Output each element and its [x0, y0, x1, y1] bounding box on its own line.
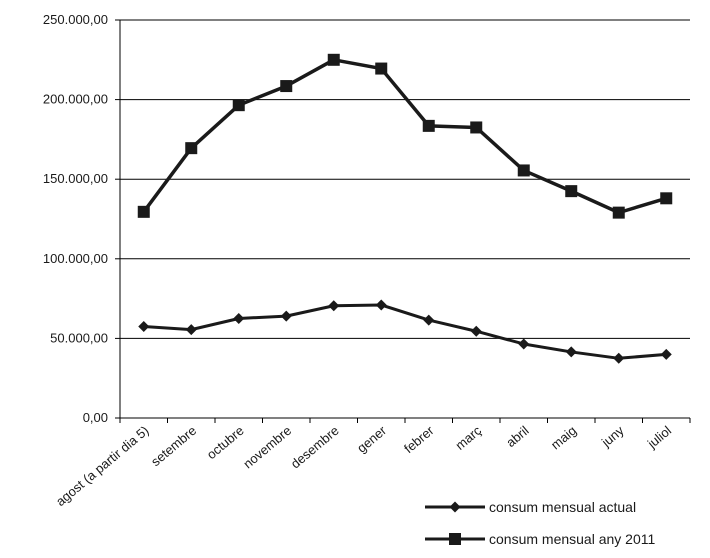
square-marker — [449, 533, 461, 545]
x-tick-label: gener — [354, 422, 390, 455]
y-axis-tick-labels: 0,00 50.000,00 100.000,00 150.000,00 200.000… — [43, 12, 108, 425]
diamond-marker — [280, 310, 292, 322]
diamond-marker — [470, 325, 482, 337]
y-tick-label: 250.000,00 — [43, 12, 108, 27]
square-marker — [660, 192, 673, 205]
diamond-marker — [138, 320, 150, 332]
square-marker — [327, 53, 340, 66]
series-diamond — [138, 299, 672, 364]
legend: consum mensual actual consum mensual any … — [425, 499, 655, 547]
diamond-marker — [613, 352, 625, 364]
series-line — [142, 58, 667, 215]
square-marker — [470, 121, 483, 134]
diamond-marker — [518, 338, 530, 350]
diamond-marker — [233, 313, 245, 324]
x-tick-label: agost (a partir dia 5) — [53, 423, 152, 509]
diamond-marker — [660, 348, 672, 360]
square-marker — [517, 164, 530, 177]
square-marker — [612, 206, 625, 219]
square-marker — [422, 119, 435, 132]
x-tick-label: juliol — [644, 423, 674, 452]
square-marker — [280, 80, 293, 93]
legend-entry: consum mensual actual — [425, 499, 636, 515]
x-tick-label: març — [452, 422, 484, 452]
x-tick-label: maig — [548, 423, 579, 453]
gridlines — [120, 19, 690, 339]
series-line — [143, 303, 667, 360]
diamond-marker — [375, 299, 387, 311]
square-marker — [137, 205, 150, 218]
square-marker — [375, 62, 388, 75]
legend-label: consum mensual actual — [489, 499, 636, 515]
x-tick-label: juny — [598, 422, 627, 450]
square-marker — [565, 185, 578, 198]
square-marker — [232, 99, 245, 112]
series-square — [137, 53, 673, 219]
y-tick-label: 50.000,00 — [50, 330, 108, 345]
diamond-marker — [565, 346, 577, 358]
x-tick-label: novembre — [240, 423, 294, 472]
diamond-marker — [328, 300, 340, 312]
y-tick-label: 200.000,00 — [43, 92, 108, 107]
diamond-marker — [185, 324, 197, 336]
axes — [115, 19, 691, 423]
y-tick-label: 150.000,00 — [43, 171, 108, 186]
square-marker — [185, 142, 198, 155]
legend-label: consum mensual any 2011 — [489, 531, 655, 547]
x-tick-label: desembre — [288, 423, 342, 472]
x-axis-tick-labels: agost (a partir dia 5)setembre octubrenov… — [53, 422, 674, 509]
diamond-marker — [449, 501, 461, 513]
legend-entry: consum mensual any 2011 — [425, 531, 655, 547]
x-tick-label: abril — [503, 423, 532, 450]
diamond-marker — [423, 314, 435, 326]
x-tick-label: setembre — [148, 423, 199, 469]
series — [137, 53, 673, 364]
y-tick-label: 0,00 — [83, 410, 108, 425]
y-tick-label: 100.000,00 — [43, 251, 108, 266]
x-tick-label: febrer — [401, 422, 437, 456]
x-tick-label: octubre — [204, 423, 247, 462]
